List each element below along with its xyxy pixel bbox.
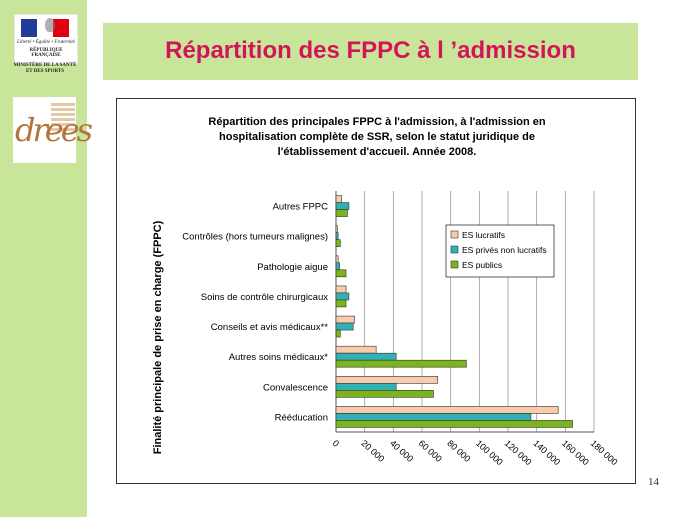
bar <box>335 299 347 308</box>
flag-red <box>53 19 69 37</box>
category-label: Autres FPPC <box>273 202 329 213</box>
y-axis-title: Finalité principale de prise en charge (… <box>152 220 164 454</box>
x-tick-label: 20 000 <box>359 438 386 464</box>
ministry-line-2: ET DES SPORTS <box>25 69 65 74</box>
page-number: 14 <box>648 476 659 488</box>
bar <box>335 225 338 233</box>
bar <box>335 202 350 210</box>
legend-swatch <box>450 245 459 254</box>
x-tick-label: 100 000 <box>474 438 505 467</box>
bar <box>335 329 341 338</box>
x-tick-label: 180 000 <box>589 438 620 467</box>
x-tick-label: 0 <box>331 438 341 449</box>
category-label: Autres soins médicaux* <box>229 352 329 363</box>
chart-title-line: hospitalisation complète de SSR, selon l… <box>219 131 535 143</box>
category-label: Rééducation <box>275 412 328 423</box>
category-label: Contrôles (hors tumeurs malignes) <box>182 232 328 243</box>
bar <box>335 390 434 398</box>
category-label: Soins de contrôle chirurgicaux <box>201 292 329 303</box>
x-tick-label: 40 000 <box>388 438 415 464</box>
bar <box>335 262 340 271</box>
bar <box>335 255 339 264</box>
drees-logo: drees <box>13 97 93 163</box>
bar <box>335 406 559 414</box>
ministry-line-1: MINISTÈRE DE LA SANTÉ <box>13 63 77 68</box>
x-tick-label: 80 000 <box>445 438 472 464</box>
bar <box>335 420 573 428</box>
chart-frame: Répartition des principales FPPC à l'adm… <box>116 98 636 484</box>
republic-name: RÉPUBLIQUE FRANÇAISE <box>29 48 63 58</box>
slide-title: Répartition des FPPC à l ’admission <box>165 37 576 64</box>
legend-swatch <box>450 230 459 239</box>
marianne-icon <box>45 18 55 32</box>
republic-motto: Liberté • Égalité • Fraternité <box>17 40 75 45</box>
x-tick-label: 120 000 <box>503 438 534 467</box>
drees-wordmark: drees <box>15 111 93 149</box>
x-tick-label: 60 000 <box>417 438 444 464</box>
sidebar-band: Liberté • Égalité • Fraternité RÉPUBLIQU… <box>0 0 93 517</box>
bar <box>335 209 348 217</box>
category-label: Conseils et avis médicaux** <box>211 322 329 333</box>
bar <box>335 352 397 361</box>
category-label: Convalescence <box>263 382 328 393</box>
chart-title-line: l'établissement d'accueil. Année 2008. <box>278 146 477 158</box>
bar <box>335 269 347 278</box>
ministry-name: MINISTÈRE DE LA SANTÉ ET DES SPORTS <box>10 63 80 75</box>
bar <box>335 195 343 203</box>
bar <box>335 292 350 301</box>
x-tick-label: 140 000 <box>531 438 562 467</box>
bar <box>335 383 397 391</box>
title-banner: Répartition des FPPC à l ’admission <box>103 23 638 80</box>
legend-label: ES privés non lucratifs <box>462 245 547 255</box>
x-tick-label: 160 000 <box>560 438 591 467</box>
legend-label: ES publics <box>462 260 502 270</box>
bar <box>335 322 354 331</box>
category-label: Pathologie aigue <box>257 262 328 273</box>
bar <box>335 239 341 247</box>
bar <box>335 285 347 294</box>
bar <box>335 376 439 384</box>
bar <box>335 345 377 354</box>
bar <box>335 315 355 324</box>
drees-logo-lines <box>51 103 75 133</box>
bar-chart: Répartition des principales FPPC à l'adm… <box>152 116 620 467</box>
flag-blue <box>21 19 37 37</box>
bar <box>335 413 532 421</box>
legend-swatch <box>450 260 459 269</box>
republic-logo: Liberté • Égalité • Fraternité RÉPUBLIQU… <box>14 14 78 64</box>
bar <box>335 359 467 368</box>
bar <box>335 232 339 240</box>
legend-box <box>445 224 555 278</box>
chart-title-line: Répartition des principales FPPC à l'adm… <box>208 116 545 128</box>
legend-label: ES lucratifs <box>462 230 505 240</box>
